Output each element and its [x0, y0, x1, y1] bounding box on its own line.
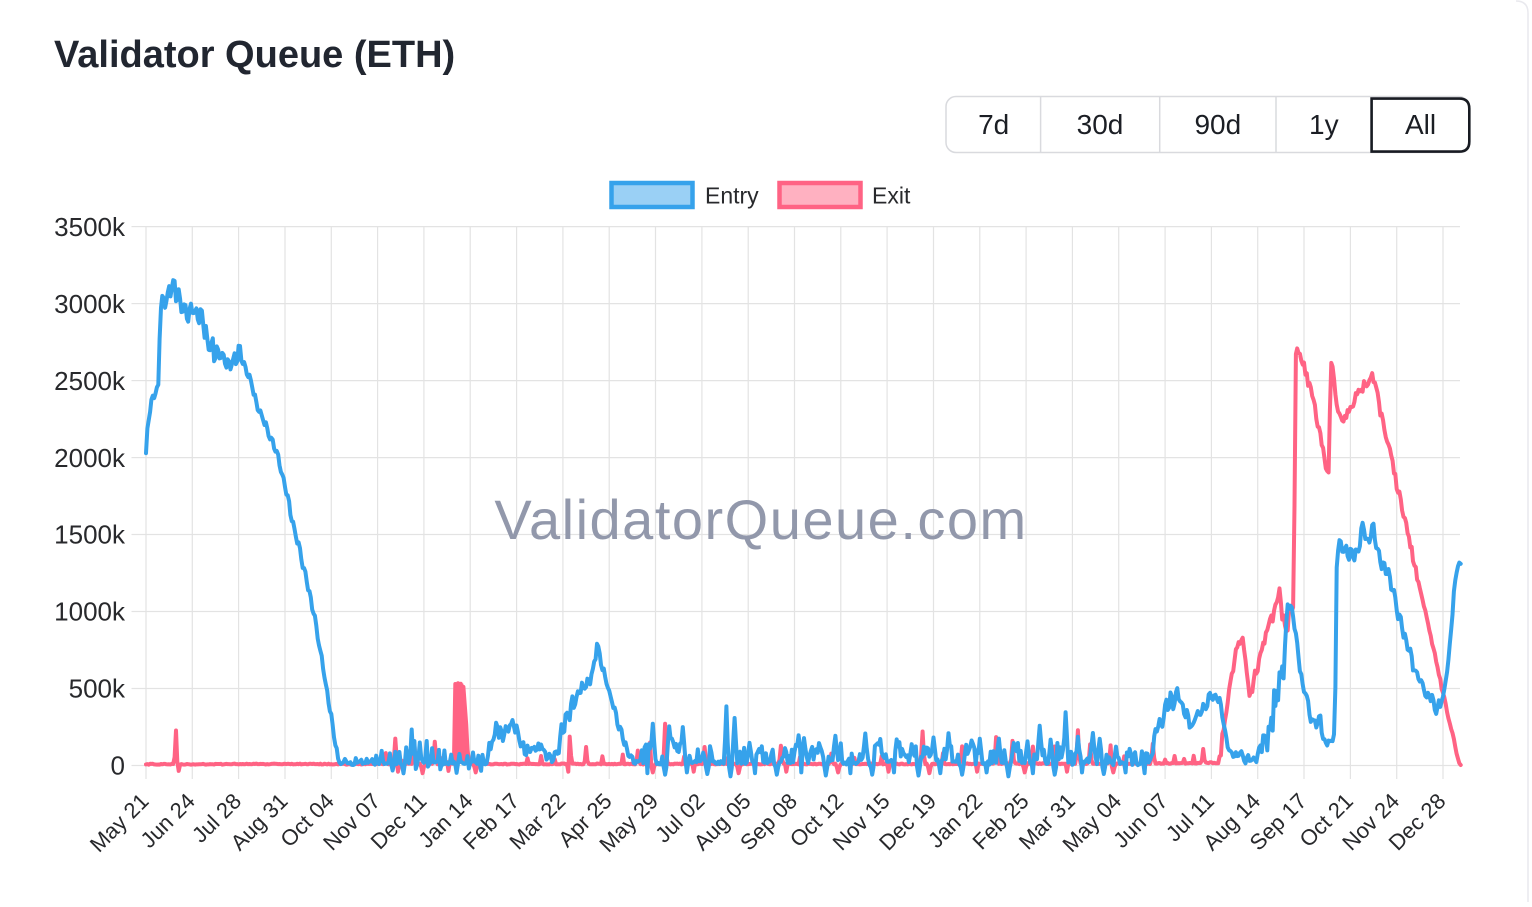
svg-text:1000k: 1000k	[54, 597, 126, 627]
svg-text:1y: 1y	[1309, 109, 1339, 140]
svg-text:All: All	[1405, 109, 1436, 140]
svg-text:30d: 30d	[1077, 109, 1124, 140]
svg-text:3000k: 3000k	[54, 289, 126, 319]
svg-text:90d: 90d	[1194, 109, 1241, 140]
svg-text:7d: 7d	[978, 109, 1009, 140]
svg-text:0: 0	[111, 751, 125, 781]
svg-text:Exit: Exit	[872, 183, 911, 209]
svg-text:3500k: 3500k	[54, 212, 126, 242]
svg-text:Validator Queue (ETH): Validator Queue (ETH)	[54, 34, 455, 76]
svg-text:1500k: 1500k	[54, 520, 126, 550]
svg-text:2000k: 2000k	[54, 443, 126, 473]
svg-text:Entry: Entry	[705, 183, 759, 209]
svg-text:2500k: 2500k	[54, 366, 126, 396]
svg-text:500k: 500k	[69, 674, 126, 704]
svg-text:ValidatorQueue.com: ValidatorQueue.com	[494, 488, 1027, 551]
